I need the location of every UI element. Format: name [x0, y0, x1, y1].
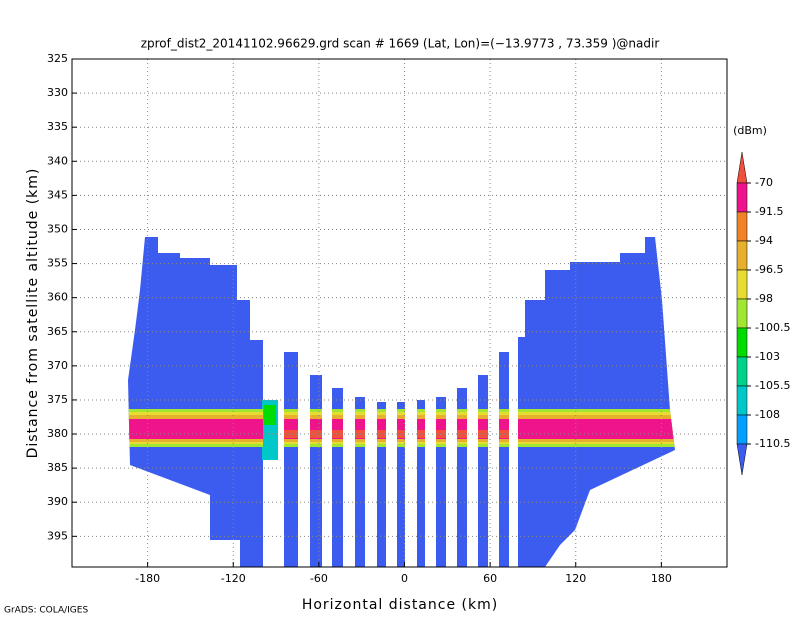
colorbar-segment: [736, 414, 748, 445]
y-tick-label: 335: [47, 120, 68, 133]
footer: GrADS: COLA/IGES: [4, 606, 88, 616]
y-tick-label: 340: [47, 154, 68, 167]
bright-band: [128, 409, 675, 447]
colorbar-segment: [736, 182, 748, 213]
colorbar-arrow: [736, 443, 748, 476]
y-tick-label: 380: [47, 427, 68, 440]
colorbar-segment: [736, 269, 748, 300]
colorbar-segment: [736, 211, 748, 242]
colorbar-label: -91.5: [755, 205, 783, 218]
axes: -180 -120 -60 0 60 120 180 325 330 335 340 345 350 35…: [47, 52, 727, 585]
field: [128, 237, 675, 567]
x-tick-label: 120: [565, 572, 586, 585]
y-tick-label: 365: [47, 325, 68, 338]
y-tick-label: 390: [47, 495, 68, 508]
y-tick-label: 325: [47, 52, 68, 65]
plot-frame: [71, 58, 728, 568]
colorbar-label: -110.5: [755, 437, 790, 450]
colorbar-label: -96.5: [755, 263, 783, 276]
x-tick-label: 0: [401, 572, 408, 585]
colorbar-label: -108: [755, 408, 780, 421]
x-tick-label: 180: [651, 572, 672, 585]
colorbar-segment: [736, 356, 748, 387]
y-tick-label: 350: [47, 222, 68, 235]
colorbar-label: -70: [755, 176, 773, 189]
x-tick-label: -180: [135, 572, 160, 585]
echo-region: [310, 375, 322, 567]
echo-region: [518, 237, 675, 567]
x-tick-label: -60: [310, 572, 328, 585]
echo-region: [478, 375, 488, 567]
echo-region: [264, 405, 276, 425]
echo-region: [128, 237, 263, 567]
y-tick-label: 370: [47, 359, 68, 372]
y-tick-label: 375: [47, 393, 68, 406]
colorbar-label: -103: [755, 350, 780, 363]
y-tick-label: 355: [47, 257, 68, 270]
echo-region: [499, 352, 509, 567]
y-tick-label: 345: [47, 188, 68, 201]
x-axis-label: Horizontal distance (km): [302, 597, 498, 613]
colorbar-label: -105.5: [755, 379, 790, 392]
colorbar-label: -94: [755, 234, 773, 247]
colorbar-unit: (dBm): [733, 124, 767, 137]
y-tick-label: 395: [47, 529, 68, 542]
colorbar-label: -100.5: [755, 321, 790, 334]
y-tick-label: 330: [47, 86, 68, 99]
colorbar-segment: [736, 385, 748, 416]
chart-title: zprof_dist2_20141102.96629.grd scan # 16…: [141, 37, 660, 51]
x-tick-label: 60: [483, 572, 497, 585]
colorbar: -70 -91.5 -94 -96.5 -98 -100.5 -103 -105.5 -108 -…: [736, 151, 790, 476]
colorbar-segment: [736, 240, 748, 271]
y-axis-label: Distance from satellite altitude (km): [25, 168, 41, 459]
y-tick-label: 385: [47, 461, 68, 474]
colorbar-arrow: [736, 151, 748, 184]
y-tick-label: 360: [47, 291, 68, 304]
x-tick-label: -120: [221, 572, 246, 585]
colorbar-segment: [736, 298, 748, 329]
echo-region: [284, 352, 298, 567]
colorbar-label: -98: [755, 292, 773, 305]
colorbar-segment: [736, 327, 748, 358]
